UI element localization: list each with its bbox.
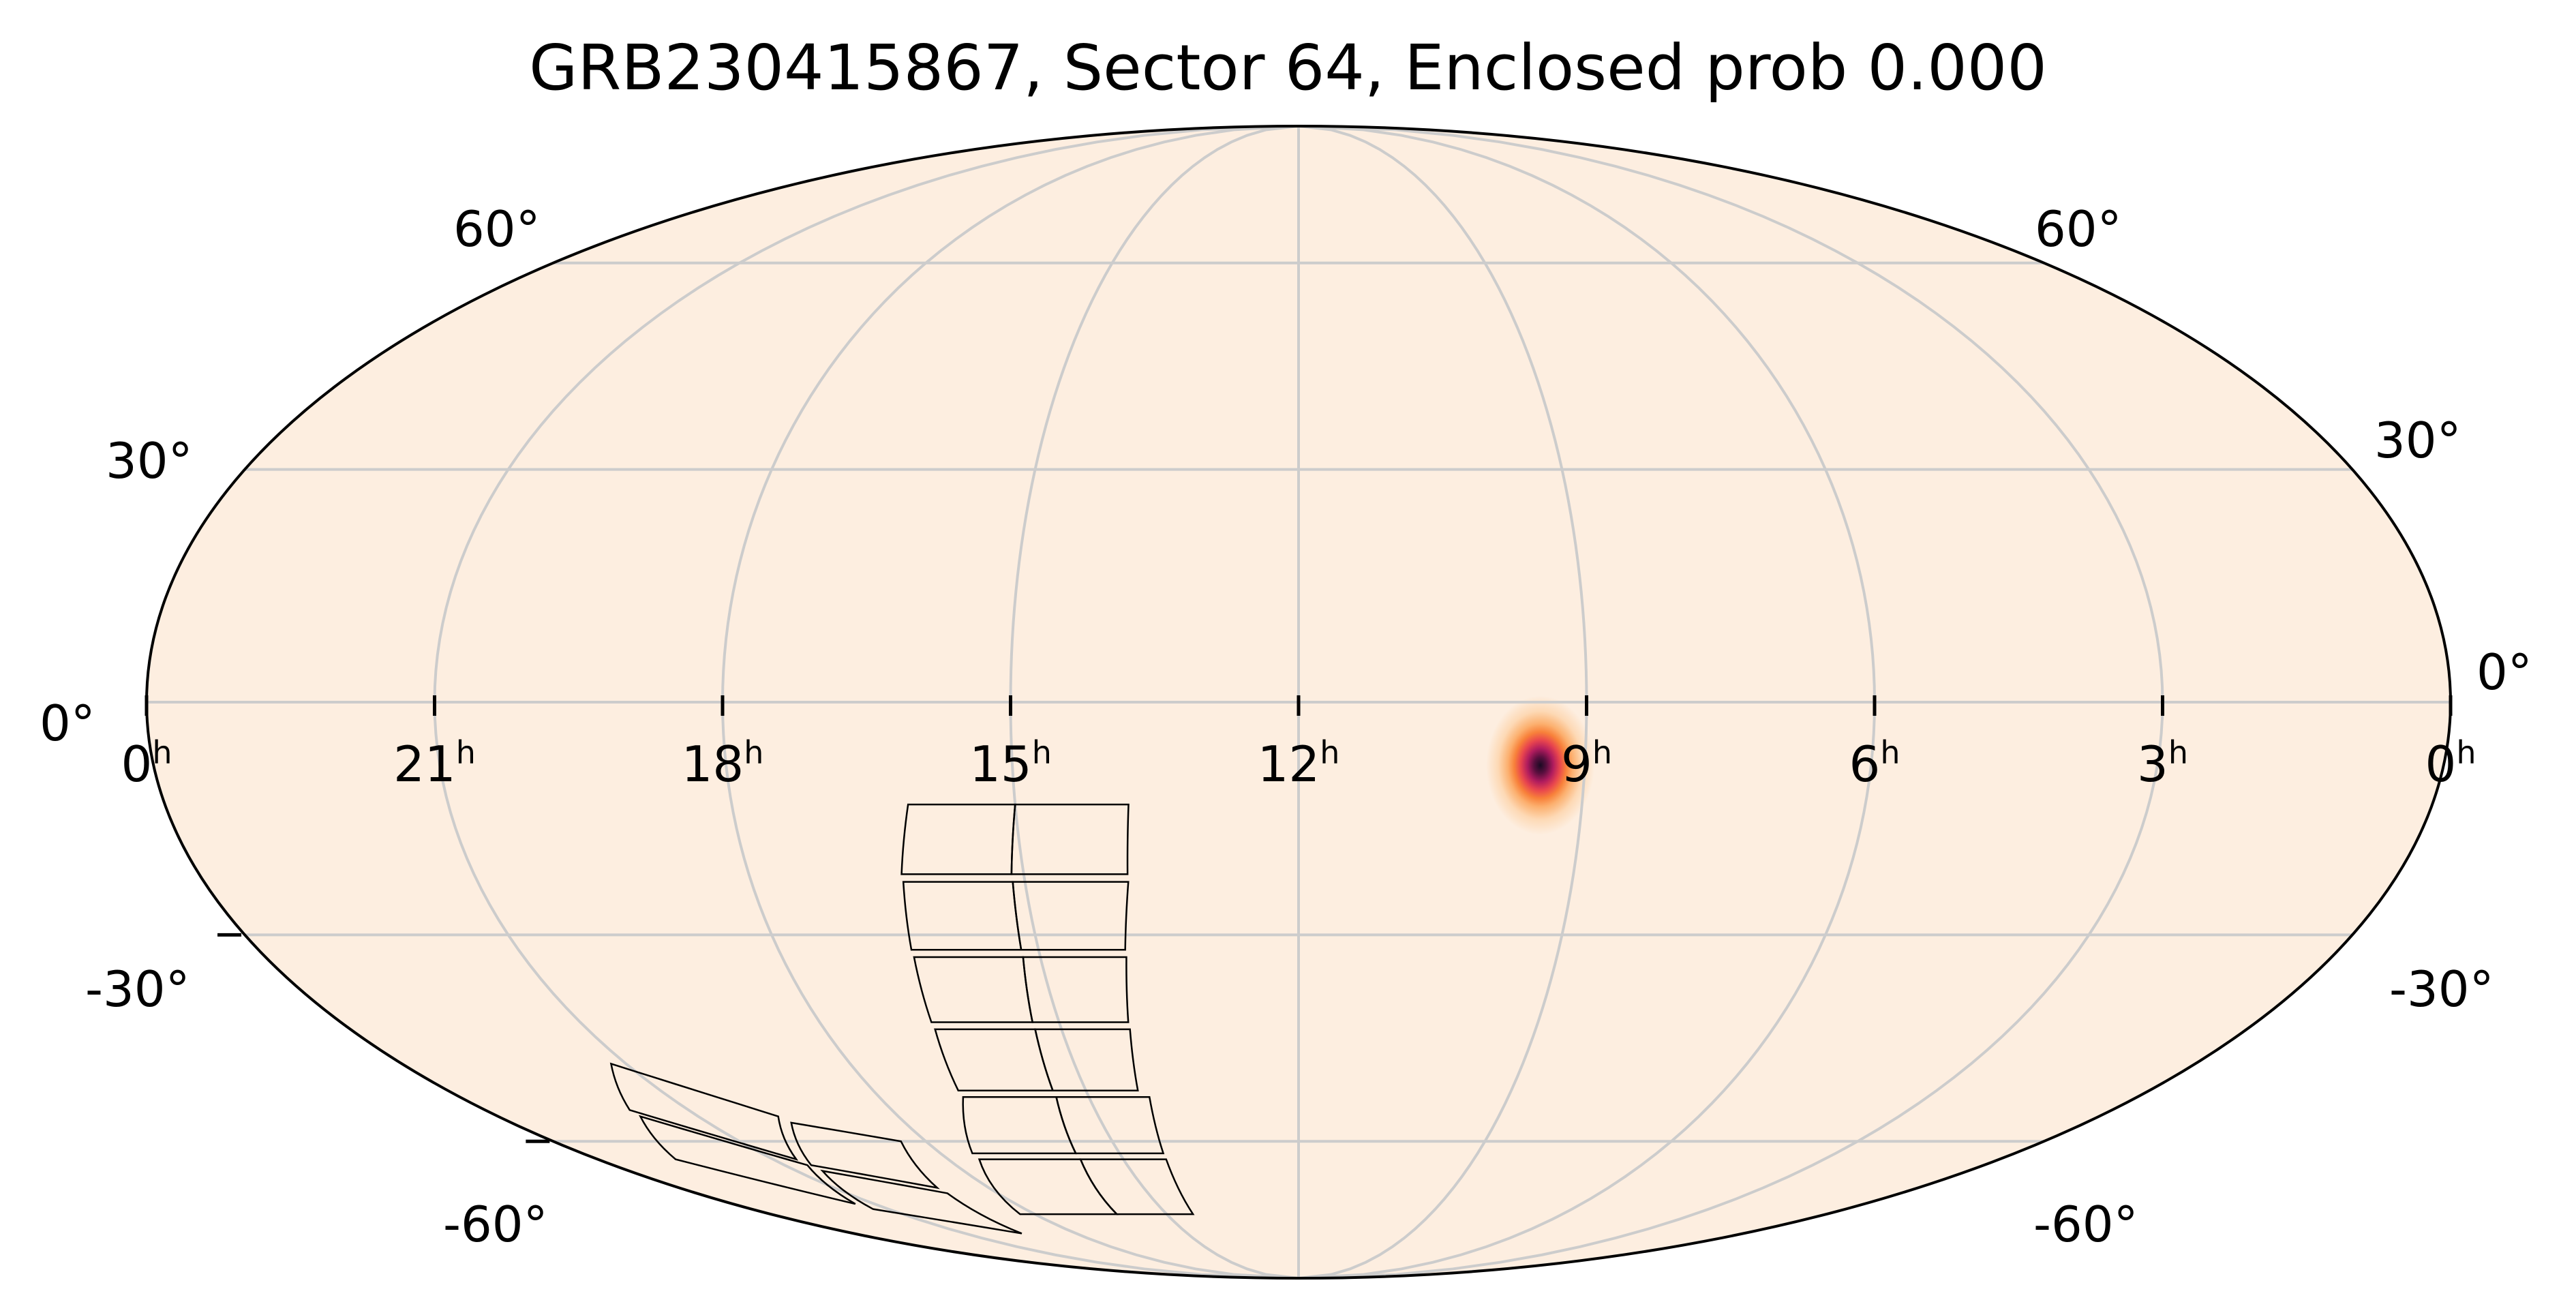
ra-tick-label: 15h	[969, 734, 1052, 793]
probability-blob	[1486, 695, 1595, 835]
dec-tick-label-left: 0°	[40, 695, 95, 752]
ra-tick-label: 12h	[1257, 734, 1340, 793]
dec-tick-label-right: 0°	[2476, 644, 2532, 701]
ra-tick-label: 6h	[1849, 734, 1900, 793]
ccd-footprint	[913, 956, 1034, 1023]
tess-footprint	[609, 803, 1195, 1235]
ra-tick-label: 0h	[121, 734, 172, 793]
probability-layer	[1486, 695, 1595, 835]
ra-tick-label: 9h	[1561, 734, 1612, 793]
ccd-footprint	[962, 1096, 1078, 1155]
dec-tick-label-left: 60°	[453, 200, 541, 258]
ccd-footprint	[902, 881, 1022, 951]
ra-tick-label: 0h	[2425, 734, 2476, 793]
dec-tick-label-left: -30°	[85, 961, 190, 1018]
dec-tick-label-right: -30°	[2389, 961, 2494, 1018]
ra-tick-label: 18h	[681, 734, 764, 793]
ra-tick-label: 3h	[2137, 734, 2188, 793]
ccd-footprint	[609, 1062, 799, 1161]
dec-tick-label-right: 60°	[2035, 200, 2122, 258]
ccd-footprint	[978, 1158, 1119, 1215]
dec-tick-label-left: -60°	[443, 1196, 548, 1253]
dec-tick-label-left: 30°	[106, 432, 193, 489]
chart-title: GRB230415867, Sector 64, Enclosed prob 0…	[529, 31, 2047, 104]
ccd-footprint	[820, 1169, 1022, 1235]
ccd-footprint	[790, 1121, 940, 1190]
dec-tick-label-right: -60°	[2033, 1196, 2138, 1253]
ccd-footprint	[638, 1115, 856, 1205]
axis-ticks	[145, 695, 2453, 1143]
ccd-footprint	[900, 803, 1016, 875]
ccd-footprint	[934, 1028, 1055, 1091]
dec-tick-label-right: 30°	[2374, 412, 2461, 469]
ra-tick-label: 21h	[393, 734, 476, 793]
